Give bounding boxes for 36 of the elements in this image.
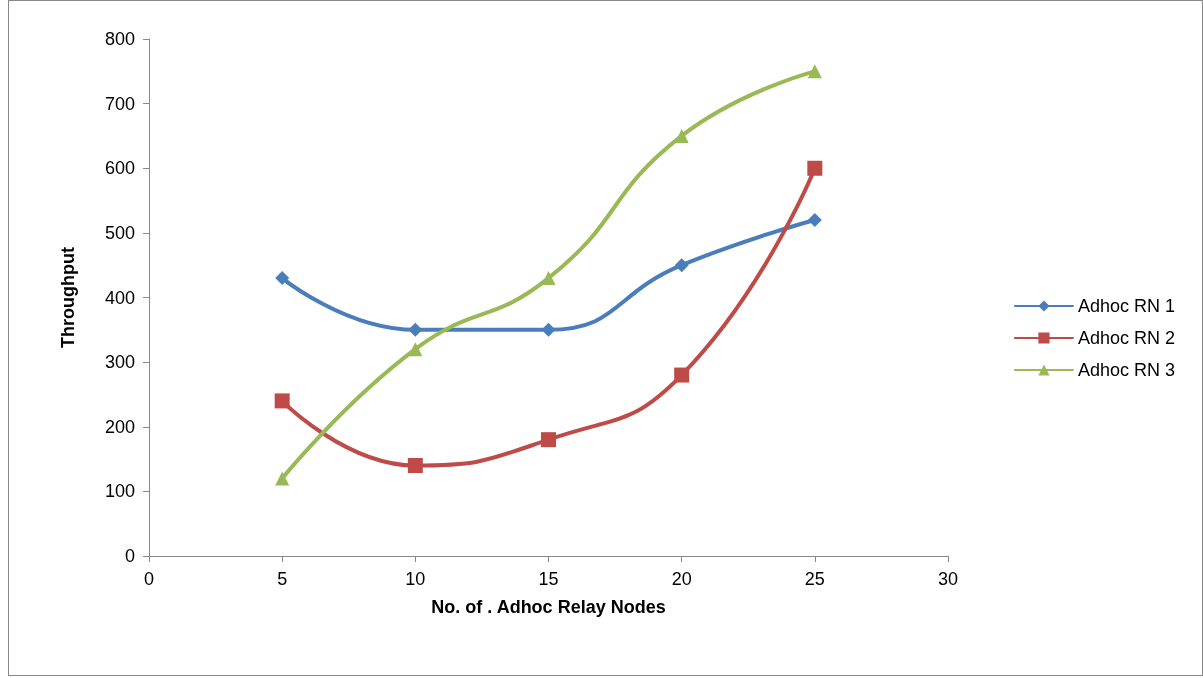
point [674, 258, 689, 273]
y-tick-label: 400 [104, 287, 135, 308]
x-tick-label: 30 [937, 569, 959, 589]
legend-label: Adhoc RN 2 [1077, 328, 1176, 348]
y-tick-label: 600 [104, 158, 135, 179]
legend-label: Adhoc RN 1 [1077, 296, 1176, 316]
point [408, 322, 423, 337]
y-tick-label: 300 [104, 352, 135, 373]
x-tick-label: 25 [804, 569, 825, 589]
x-tick-label: 15 [538, 569, 559, 589]
point [408, 342, 423, 357]
point [807, 212, 822, 227]
y-tick-label: 800 [104, 29, 135, 49]
x-tick-label: 20 [671, 569, 692, 589]
point [807, 160, 823, 176]
y-tick-label: 700 [104, 93, 135, 114]
x-tick-label: 10 [405, 569, 426, 589]
x-tick-label: 0 [143, 569, 155, 589]
y-tick-label: 200 [104, 416, 135, 437]
point [274, 393, 290, 409]
y-tick-label: 500 [104, 222, 135, 243]
point [674, 128, 689, 143]
point [407, 458, 423, 474]
point [275, 271, 290, 286]
x-axis-title: No. of . Adhoc Relay Nodes [431, 597, 666, 617]
y-tick-label: 100 [104, 481, 135, 502]
point [807, 64, 822, 79]
y-axis-title: Throughput [58, 247, 78, 348]
point [541, 271, 556, 286]
legend-label: Adhoc RN 3 [1077, 360, 1176, 380]
point [674, 367, 690, 383]
y-tick-label: 0 [124, 546, 135, 566]
point [275, 471, 290, 486]
point [541, 432, 556, 448]
point [541, 322, 556, 337]
x-tick-label: 5 [277, 569, 288, 589]
